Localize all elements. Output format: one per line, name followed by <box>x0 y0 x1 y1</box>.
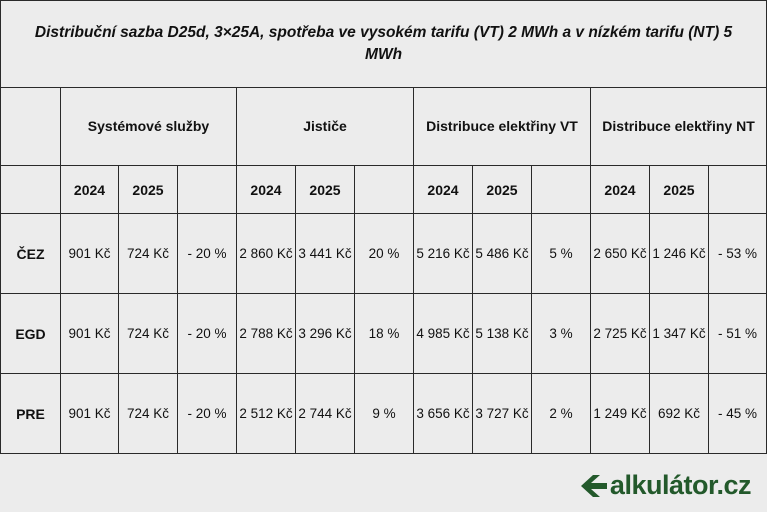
price-table-frame: Distribuční sazba D25d, 3×25A, spotřeba … <box>0 0 767 454</box>
table-cell: 901 Kč <box>60 213 119 294</box>
table-cell: 5 216 Kč <box>413 213 473 294</box>
change-cell: 20 % <box>354 213 414 294</box>
change-cell: - 53 % <box>707 213 767 294</box>
table-cell: 3 296 Kč <box>295 293 355 374</box>
company-cell: EGD <box>0 293 61 374</box>
empty-change-header <box>707 165 767 214</box>
company-cell: PRE <box>0 373 61 454</box>
table-cell: 3 656 Kč <box>413 373 473 454</box>
table-cell: 1 249 Kč <box>590 373 650 454</box>
empty-change-header <box>531 165 591 214</box>
k-arrow-logo-icon <box>580 474 607 497</box>
group-header-distribution-nt: Distribuce elektřiny NT <box>589 87 767 166</box>
group-header-breakers: Jističe <box>236 87 414 166</box>
empty-corner-cell <box>0 87 61 166</box>
table-cell: 5 486 Kč <box>472 213 532 294</box>
year-header: 2025 <box>649 165 709 214</box>
table-cell: 1 246 Kč <box>649 213 709 294</box>
change-cell: - 20 % <box>177 293 237 374</box>
empty-change-header <box>177 165 237 214</box>
table-cell: 1 347 Kč <box>649 293 709 374</box>
year-header: 2025 <box>472 165 532 214</box>
table-row: ČEZ 901 Kč 724 Kč - 20 % 2 860 Kč 3 441 … <box>0 213 767 294</box>
table-cell: 724 Kč <box>118 213 178 294</box>
company-cell: ČEZ <box>0 213 61 294</box>
year-header: 2024 <box>590 165 650 214</box>
table-cell: 2 788 Kč <box>236 293 296 374</box>
logo-text: alkulátor.cz <box>609 470 752 500</box>
table-cell: 4 985 Kč <box>413 293 473 374</box>
change-cell: - 45 % <box>707 373 767 454</box>
table-cell: 2 512 Kč <box>236 373 296 454</box>
year-header: 2025 <box>118 165 178 214</box>
table-cell: 901 Kč <box>60 373 119 454</box>
year-header: 2025 <box>295 165 355 214</box>
empty-year-corner <box>0 165 61 214</box>
change-cell: 2 % <box>531 373 591 454</box>
change-cell: 9 % <box>354 373 414 454</box>
table-cell: 901 Kč <box>60 293 119 374</box>
table-cell: 2 650 Kč <box>590 213 650 294</box>
change-cell: - 20 % <box>177 373 237 454</box>
table-cell: 724 Kč <box>118 373 178 454</box>
table-cell: 724 Kč <box>118 293 178 374</box>
change-cell: - 51 % <box>707 293 767 374</box>
change-cell: 18 % <box>354 293 414 374</box>
table-cell: 2 725 Kč <box>590 293 650 374</box>
change-cell: 5 % <box>531 213 591 294</box>
group-header-distribution-vt: Distribuce elektřiny VT <box>413 87 591 166</box>
year-header: 2024 <box>60 165 119 214</box>
year-header: 2024 <box>236 165 296 214</box>
change-cell: 3 % <box>531 293 591 374</box>
year-header: 2024 <box>413 165 473 214</box>
table-row: EGD 901 Kč 724 Kč - 20 % 2 788 Kč 3 296 … <box>0 293 767 374</box>
table-cell: 3 441 Kč <box>295 213 355 294</box>
table-cell: 2 860 Kč <box>236 213 296 294</box>
group-header-system-services: Systémové služby <box>60 87 237 166</box>
change-cell: - 20 % <box>177 213 237 294</box>
table-title: Distribuční sazba D25d, 3×25A, spotřeba … <box>0 0 767 88</box>
distribution-price-table: Distribuční sazba D25d, 3×25A, spotřeba … <box>0 0 767 454</box>
table-cell: 2 744 Kč <box>295 373 355 454</box>
table-row: PRE 901 Kč 724 Kč - 20 % 2 512 Kč 2 744 … <box>0 373 767 454</box>
table-cell: 692 Kč <box>649 373 709 454</box>
kalkulator-logo: alkulátor.cz <box>579 470 752 501</box>
table-cell: 5 138 Kč <box>472 293 532 374</box>
table-cell: 3 727 Kč <box>472 373 532 454</box>
empty-change-header <box>354 165 414 214</box>
